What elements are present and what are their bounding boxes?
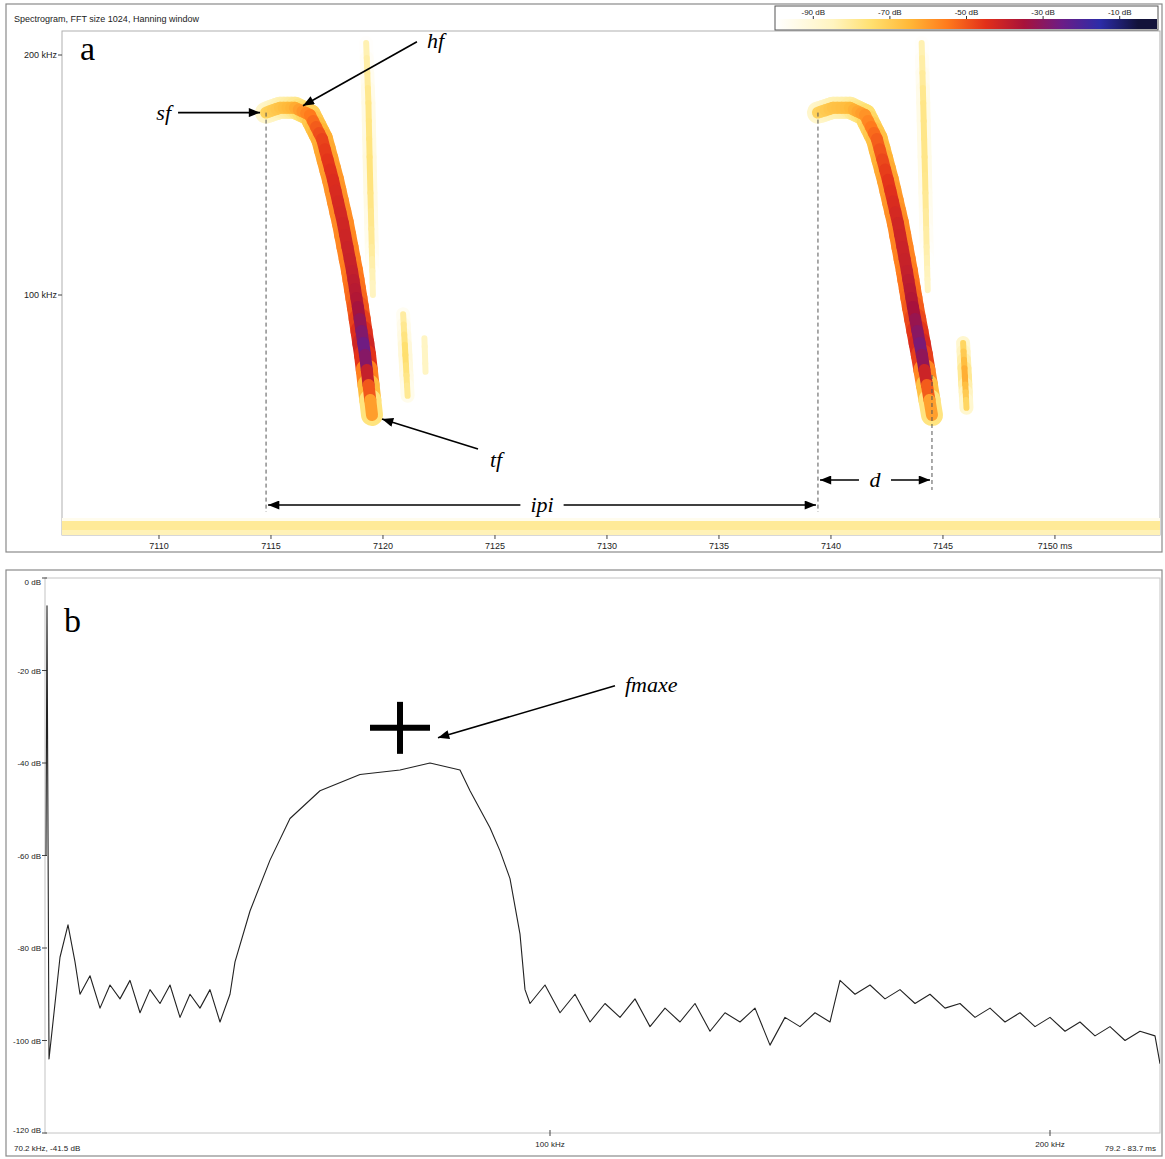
trace-segment bbox=[404, 386, 411, 396]
x-tick bbox=[382, 535, 383, 539]
trace-halo bbox=[920, 279, 934, 290]
y-tick-label: 0 dB bbox=[25, 578, 41, 587]
x-tick bbox=[550, 1130, 551, 1136]
trace-halo bbox=[418, 363, 432, 371]
x-tick-label: 7145 bbox=[933, 541, 953, 551]
plot-frame bbox=[62, 31, 1160, 535]
y-tick bbox=[58, 55, 62, 56]
annotation-arrow bbox=[382, 419, 478, 449]
trace-halo bbox=[62, 525, 1160, 535]
annotation-arrow bbox=[178, 112, 260, 114]
x-tick bbox=[606, 535, 607, 539]
trace-segment bbox=[370, 400, 372, 415]
x-tick bbox=[494, 535, 495, 539]
annotation: sf bbox=[156, 100, 174, 125]
spectrum-line bbox=[46, 606, 1160, 1064]
y-tick-label: 100 kHz bbox=[24, 290, 58, 300]
y-tick bbox=[42, 948, 47, 949]
trace-segment bbox=[924, 279, 930, 290]
panel-frame bbox=[6, 570, 1162, 1156]
trace-halo bbox=[959, 400, 973, 408]
colorbar-label: -90 dB bbox=[802, 8, 826, 17]
guide-line bbox=[266, 113, 267, 512]
x-tick-label: 7130 bbox=[597, 541, 617, 551]
guide-line bbox=[817, 113, 818, 512]
guide-line bbox=[931, 375, 932, 490]
panel-frame bbox=[6, 4, 1162, 552]
y-tick bbox=[58, 295, 62, 296]
cursor-readout: 70.2 kHz, -41.5 dB bbox=[14, 1144, 80, 1153]
annotation: tf bbox=[490, 447, 505, 472]
annotation: d bbox=[869, 467, 881, 492]
x-tick-label: 100 kHz bbox=[535, 1140, 564, 1149]
y-tick-label: -120 dB bbox=[13, 1126, 41, 1135]
plot-frame bbox=[45, 578, 1160, 1133]
panel-letter: a bbox=[80, 30, 95, 67]
x-tick-label: 7140 bbox=[821, 541, 841, 551]
x-tick-label: 7125 bbox=[485, 541, 505, 551]
trace-halo bbox=[400, 386, 415, 396]
trace-segment bbox=[963, 400, 969, 408]
trace-segment bbox=[422, 363, 428, 371]
x-tick bbox=[942, 535, 943, 539]
annotation: ipi bbox=[530, 492, 553, 517]
trace-halo bbox=[62, 518, 1160, 533]
trace-halo bbox=[370, 400, 372, 415]
annotation-arrow bbox=[564, 504, 816, 506]
x-tick-label: 7110 bbox=[149, 541, 168, 551]
x-tick bbox=[158, 535, 159, 539]
y-tick bbox=[42, 578, 47, 579]
x-tick-label: 200 kHz bbox=[1035, 1140, 1064, 1149]
y-tick bbox=[42, 1133, 47, 1134]
figure: Spectrogram, FFT size 1024, Hanning wind… bbox=[0, 0, 1165, 1159]
y-tick-label: -80 dB bbox=[17, 944, 41, 953]
colorbar-label: -50 dB bbox=[955, 8, 979, 17]
colorbar-label: -30 dB bbox=[1031, 8, 1055, 17]
x-tick bbox=[1050, 1130, 1051, 1136]
colorbar-label: -70 dB bbox=[878, 8, 902, 17]
x-tick-label: 7115 bbox=[261, 541, 280, 551]
trace-segment bbox=[370, 283, 376, 295]
annotation: fmaxe bbox=[625, 672, 678, 697]
y-tick-label: -40 dB bbox=[17, 759, 41, 768]
y-tick-label: -60 dB bbox=[17, 852, 41, 861]
annotation-arrow bbox=[891, 479, 930, 481]
x-tick-label: 7135 bbox=[709, 541, 729, 551]
trace-segment bbox=[62, 521, 1160, 530]
y-tick-label: 200 kHz bbox=[24, 50, 58, 60]
x-tick-label: 7150 ms bbox=[1038, 541, 1073, 551]
annotation-arrow bbox=[268, 504, 520, 506]
fmaxe-marker bbox=[397, 702, 403, 754]
y-tick bbox=[42, 1040, 47, 1041]
x-tick bbox=[718, 535, 719, 539]
trace-halo bbox=[366, 283, 380, 295]
x-tick bbox=[830, 535, 831, 539]
panel-letter: b bbox=[64, 602, 81, 639]
title: Spectrogram, FFT size 1024, Hanning wind… bbox=[14, 14, 199, 24]
x-tick bbox=[270, 535, 271, 539]
x-tick bbox=[1054, 535, 1055, 539]
x-tick-label: 7120 bbox=[373, 541, 393, 551]
annotation-arrow bbox=[303, 42, 417, 106]
annotation-arrow bbox=[438, 686, 615, 738]
colorbar-frame bbox=[775, 6, 1158, 30]
time-range: 79.2 - 83.7 ms bbox=[1105, 1144, 1156, 1153]
annotation: hf bbox=[427, 28, 447, 53]
spectrum-group bbox=[46, 606, 1160, 1064]
y-tick-label: -100 dB bbox=[13, 1037, 41, 1046]
y-tick-label: -20 dB bbox=[17, 667, 41, 676]
annotation-arrow bbox=[820, 479, 859, 481]
colorbar bbox=[776, 19, 1157, 29]
colorbar-label: -10 dB bbox=[1108, 8, 1132, 17]
spectrogram-traces bbox=[62, 43, 1160, 533]
